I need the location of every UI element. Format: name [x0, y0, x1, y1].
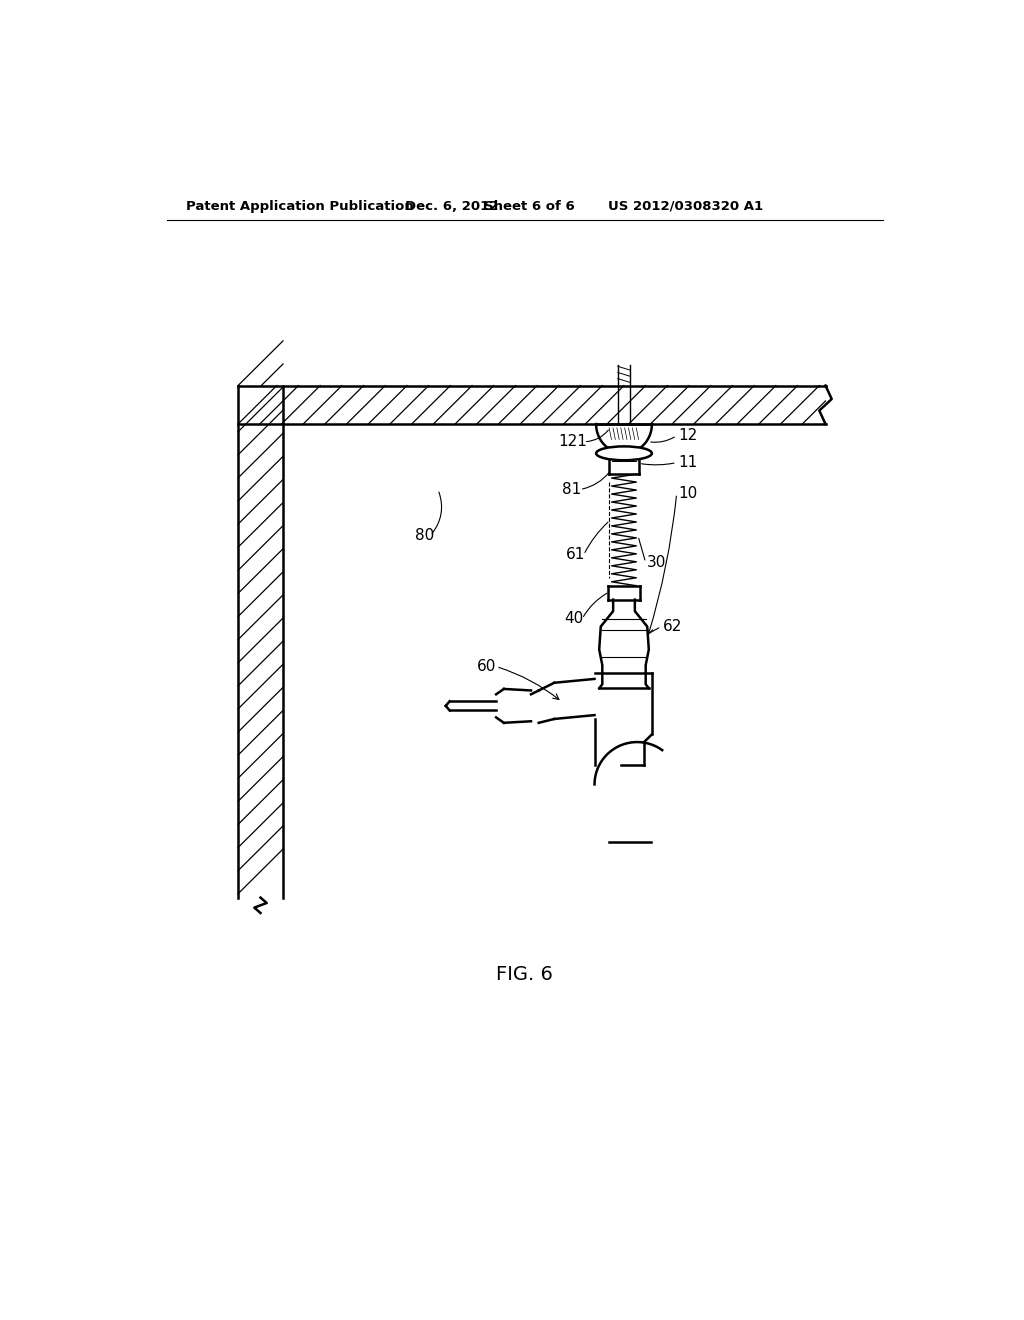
Text: Dec. 6, 2012: Dec. 6, 2012 [406, 199, 499, 213]
Ellipse shape [596, 446, 652, 461]
Text: 62: 62 [663, 619, 682, 634]
Text: 81: 81 [562, 482, 582, 498]
Text: 60: 60 [477, 659, 496, 675]
Text: FIG. 6: FIG. 6 [497, 965, 553, 985]
Text: 11: 11 [678, 455, 697, 470]
Text: 80: 80 [415, 528, 434, 544]
Text: 30: 30 [647, 556, 667, 570]
Text: 121: 121 [558, 434, 587, 449]
Text: Patent Application Publication: Patent Application Publication [186, 199, 414, 213]
Text: 12: 12 [678, 428, 697, 444]
Text: 10: 10 [678, 486, 697, 500]
Text: Sheet 6 of 6: Sheet 6 of 6 [484, 199, 575, 213]
Text: 40: 40 [564, 611, 584, 627]
Text: US 2012/0308320 A1: US 2012/0308320 A1 [608, 199, 764, 213]
Text: 61: 61 [566, 548, 586, 562]
